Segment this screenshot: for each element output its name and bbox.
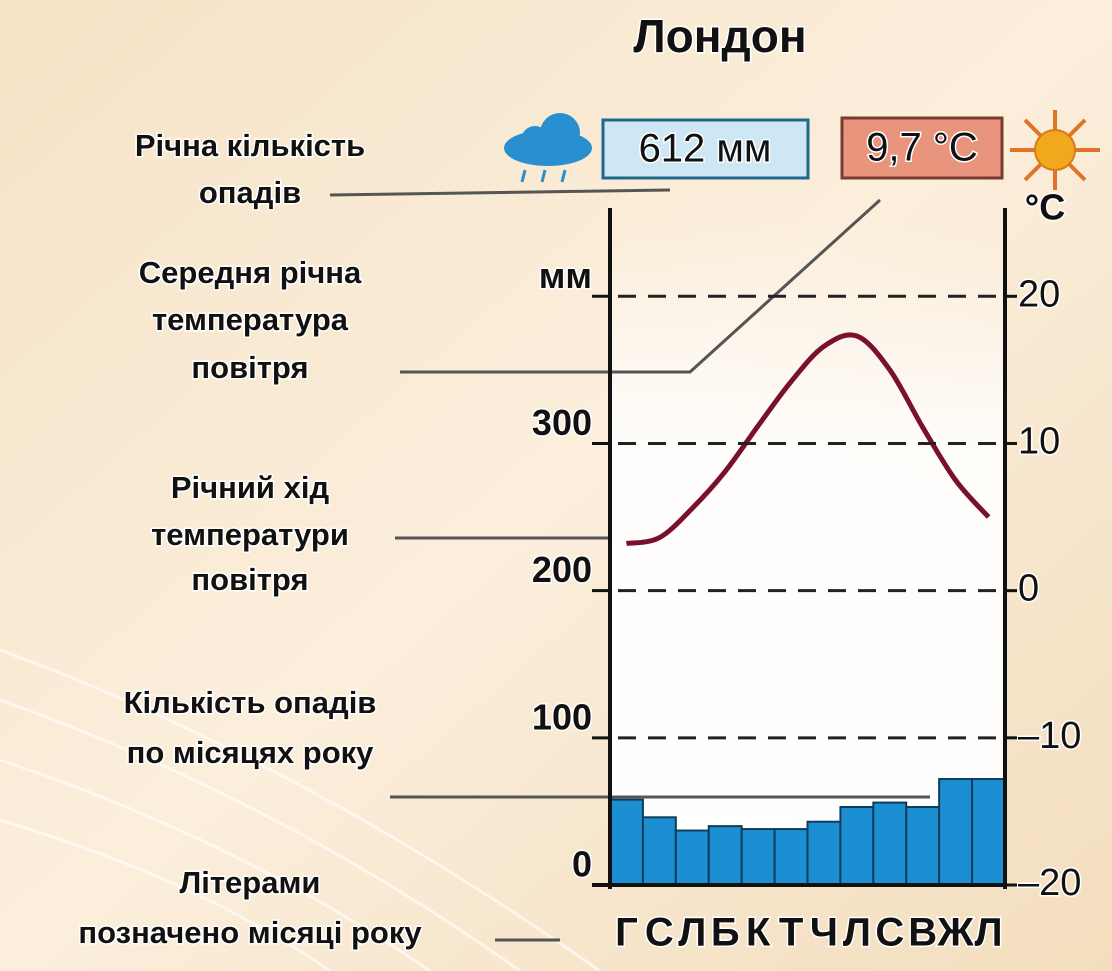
annotation: температури [151,517,349,552]
bar [938,778,974,887]
x-tick-label: Т [779,911,803,955]
leader-lines [329,188,930,942]
y2-tick-label: –20 [1018,862,1081,904]
bar [740,828,776,886]
bar [905,805,941,886]
chart-title: Лондон [633,10,806,62]
y2-axis-label: °C [1025,187,1065,228]
y-tick-label: 0 [572,844,592,885]
annotation: позначено місяці року [78,915,422,950]
bar [872,801,908,886]
bar [609,798,644,887]
annotation: Літерами [180,865,321,900]
bar [641,816,677,886]
x-tick-label: С [875,911,904,955]
x-tick-label: Л [843,911,871,955]
annotation: повітря [191,562,308,597]
x-tick-label: Л [678,911,706,955]
sun-icon [1010,110,1100,190]
y2-tick-label: 10 [1018,421,1060,463]
bar [707,825,743,886]
x-tick-label: Ч [810,911,838,955]
annotation: температура [152,302,349,337]
annotation: Річний хід [171,470,330,505]
temperature-line [626,332,991,547]
annual-temperature-box [840,116,1004,180]
annotation: по місяцях року [127,735,375,770]
plot-area [610,215,1005,885]
y-tick-label: 300 [532,402,592,443]
x-tick-label: Л [975,911,1003,955]
annotation: Річна кількість [135,128,365,163]
y-tick-label: 200 [532,549,592,590]
x-tick-label: В [908,911,937,955]
y2-tick-label: 0 [1018,568,1039,610]
annotation: повітря [191,350,308,385]
y2-tick-label: 20 [1018,273,1060,315]
annotation: Кількість опадів [124,685,377,720]
annotation: опадів [199,175,301,210]
x-tick-label: К [746,911,771,955]
x-tick-label: Б [711,911,740,955]
annual-precipitation: 612 мм [639,127,772,171]
bar [839,805,875,886]
bar [971,778,1006,887]
annotations: Річна кількість опадів Середня річна темпер… [77,127,424,952]
cloud-icon [504,113,592,183]
bar [674,829,710,887]
x-tick-label: С [645,911,674,955]
background-rays [0,648,601,971]
bar [806,820,842,886]
annotation: Середня річна [139,255,362,290]
y-tick-label: мм [539,255,592,296]
annual-precipitation-box [601,118,810,180]
y-tick-label: 100 [532,696,592,737]
bar [773,828,809,886]
x-tick-label: Ж [937,911,975,955]
annual-temperature: 9,7 °C [866,126,978,170]
y2-tick-label: –10 [1018,715,1081,757]
x-tick-label: Г [615,911,638,955]
